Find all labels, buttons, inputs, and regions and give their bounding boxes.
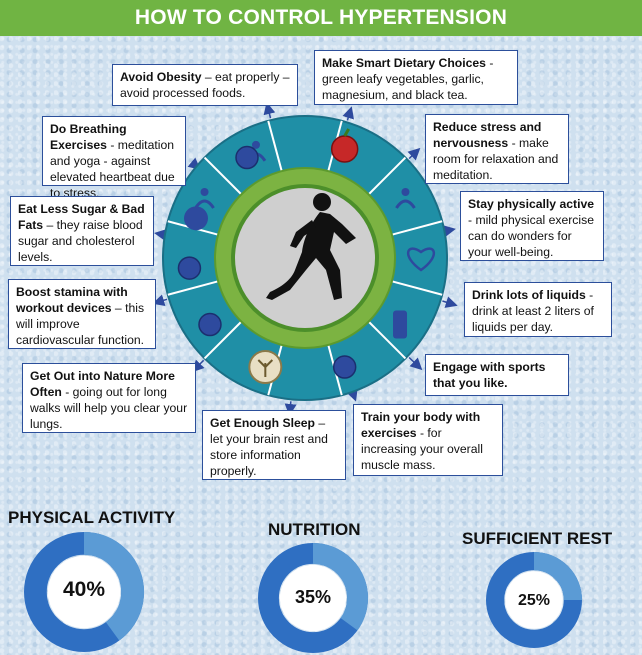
stat-value-physical-activity: 40% [52, 578, 116, 602]
stat-title-sufficient-rest: SUFFICIENT REST [462, 529, 612, 549]
tip-train-body: Train your body with exercises - for inc… [353, 404, 503, 476]
tip-sleep: Get Enough Sleep – let your brain rest a… [202, 410, 346, 480]
ball-icon [178, 257, 200, 279]
tip-nature: Get Out into Nature More Often - going o… [22, 363, 196, 433]
ball-icon [199, 314, 221, 336]
tip-workout-devices: Boost stamina with workout devices – thi… [8, 279, 156, 349]
runner-silhouette-icon [236, 147, 258, 169]
tip-avoid-obesity: Avoid Obesity – eat properly – avoid pro… [112, 64, 298, 106]
tip-drink-liquids: Drink lots of liquids - drink at least 2… [464, 282, 612, 337]
tip-reduce-stress: Reduce stress and nervousness - make roo… [425, 114, 569, 184]
ball-icon [334, 356, 356, 378]
connector-arrow [409, 357, 418, 366]
tip-breathing-exercises: Do Breathing Exercises - meditation and … [42, 116, 186, 186]
stat-title-nutrition: NUTRITION [268, 520, 361, 540]
stat-value-sufficient-rest: 25% [504, 592, 564, 610]
tip-sports: Engage with sports that you like. [425, 354, 569, 396]
tree-icon [249, 351, 281, 383]
connector-arrow [158, 299, 167, 302]
stat-title-physical-activity: PHYSICAL ACTIVITY [8, 508, 175, 528]
connector-arrow [353, 394, 354, 396]
dumbbell-icon [184, 206, 208, 230]
tip-physically-active: Stay physically active - mild physical e… [460, 191, 604, 261]
bottle-icon [393, 311, 407, 339]
tip-dietary-choices: Make Smart Dietary Choices - green leafy… [314, 50, 518, 105]
tip-sugar-fats: Eat Less Sugar & Bad Fats – they raise b… [10, 196, 154, 266]
connector-arrow [442, 301, 452, 304]
connector-arrow [409, 152, 416, 159]
connector-arrow [268, 108, 271, 118]
connector-arrow [347, 112, 350, 120]
stat-value-nutrition: 35% [283, 587, 343, 608]
connector-arrow [446, 230, 450, 231]
connector-arrow [196, 360, 204, 368]
connector-arrow [290, 401, 291, 410]
